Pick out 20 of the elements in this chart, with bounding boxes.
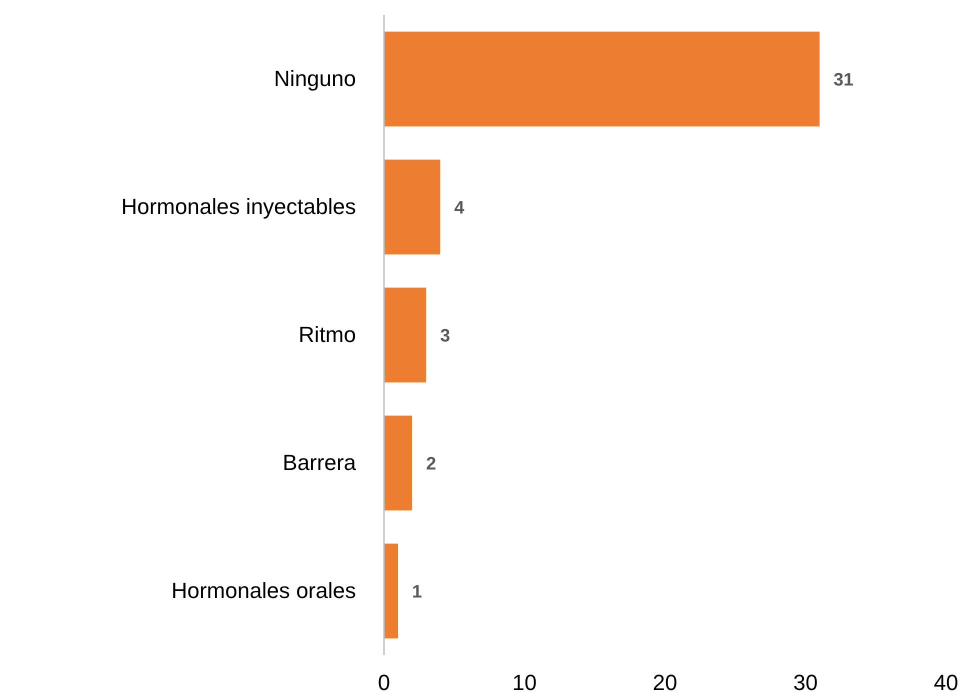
data-label: 2 bbox=[426, 453, 436, 474]
y-tick-label: Ritmo bbox=[298, 322, 356, 348]
bar bbox=[384, 160, 440, 254]
x-tick-label: 30 bbox=[793, 670, 818, 695]
data-label: 1 bbox=[412, 581, 422, 602]
bar bbox=[384, 288, 426, 382]
y-tick-label: Hormonales orales bbox=[171, 578, 356, 604]
bar bbox=[384, 544, 398, 638]
y-tick-label: Ninguno bbox=[274, 66, 356, 92]
y-tick-label: Hormonales inyectables bbox=[121, 194, 356, 220]
y-tick-label: Barrera bbox=[282, 450, 357, 476]
data-label: 31 bbox=[834, 69, 854, 90]
x-tick-label: 0 bbox=[378, 670, 390, 695]
x-tick-label: 20 bbox=[652, 670, 678, 695]
x-tick-label: 40 bbox=[934, 670, 958, 695]
data-label: 3 bbox=[440, 325, 450, 346]
bar bbox=[384, 416, 412, 510]
x-tick-label: 10 bbox=[512, 670, 537, 695]
bar bbox=[384, 32, 820, 126]
data-label: 4 bbox=[454, 197, 464, 218]
